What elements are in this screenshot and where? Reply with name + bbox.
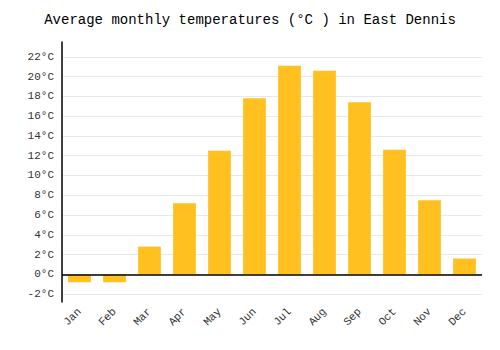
svg-text:May: May xyxy=(201,305,224,328)
svg-text:Nov: Nov xyxy=(411,305,434,328)
svg-text:Oct: Oct xyxy=(376,306,398,328)
svg-text:Feb: Feb xyxy=(96,306,118,328)
svg-text:Jan: Jan xyxy=(61,306,83,328)
svg-text:Average monthly temperatures (: Average monthly temperatures (°C ) in Ea… xyxy=(44,12,456,28)
svg-text:Dec: Dec xyxy=(446,306,468,328)
svg-text:Jun: Jun xyxy=(236,306,258,328)
svg-text:Apr: Apr xyxy=(166,306,188,328)
svg-text:8°C: 8°C xyxy=(34,189,54,201)
svg-text:0°C: 0°C xyxy=(34,268,54,280)
svg-text:18°C: 18°C xyxy=(28,90,55,102)
svg-text:20°C: 20°C xyxy=(28,71,55,83)
svg-text:16°C: 16°C xyxy=(28,110,55,122)
svg-text:12°C: 12°C xyxy=(28,150,55,162)
svg-text:14°C: 14°C xyxy=(28,130,55,142)
svg-text:22°C: 22°C xyxy=(28,51,55,63)
svg-text:Jul: Jul xyxy=(271,306,293,328)
svg-text:-2°C: -2°C xyxy=(28,288,55,300)
svg-text:Sep: Sep xyxy=(341,306,363,328)
svg-text:6°C: 6°C xyxy=(34,209,54,221)
svg-text:2°C: 2°C xyxy=(34,249,54,261)
svg-text:Mar: Mar xyxy=(131,306,153,328)
svg-text:4°C: 4°C xyxy=(34,229,54,241)
svg-text:Aug: Aug xyxy=(306,306,328,328)
svg-text:10°C: 10°C xyxy=(28,169,55,181)
